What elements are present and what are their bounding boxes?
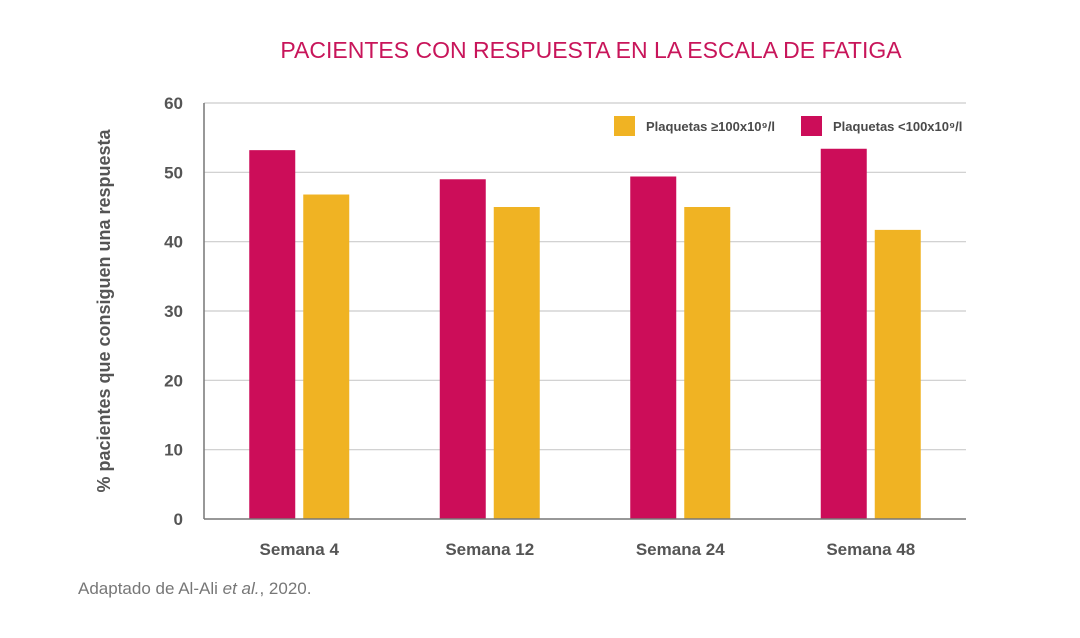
y-tick-label: 20 (164, 371, 183, 390)
bar-plaquetas-menor-100-4 (820, 148, 867, 519)
y-axis-label: % pacientes que consiguen una respuesta (94, 128, 114, 492)
bar-plaquetas-menor-100-2 (439, 179, 486, 519)
legend: Plaquetas ≥100x10⁹/l Plaquetas <100x10⁹/l (614, 116, 962, 136)
y-tick-label: 50 (164, 163, 183, 182)
y-axis-ticks: 0 10 20 30 40 50 60 (164, 94, 183, 529)
source-italic: et al. (222, 579, 260, 598)
bar-plaquetas-mayor-igual-100-1 (303, 194, 350, 519)
bar-plaquetas-menor-100-1 (249, 150, 296, 519)
bar-plaquetas-menor-100-3 (630, 176, 677, 519)
source-suffix: , 2020. (259, 579, 312, 598)
chart-title: PACIENTES CON RESPUESTA EN LA ESCALA DE … (280, 37, 902, 63)
x-axis-categories: Semana 4 Semana 12 Semana 24 Semana 48 (260, 540, 916, 559)
x-category-label: Semana 4 (260, 540, 340, 559)
x-category-label: Semana 12 (445, 540, 534, 559)
y-tick-label: 10 (164, 441, 183, 460)
legend-swatch (801, 116, 822, 136)
legend-label: Plaquetas ≥100x10⁹/l (646, 119, 775, 134)
y-tick-label: 40 (164, 233, 183, 252)
legend-swatch (614, 116, 635, 136)
x-category-label: Semana 24 (636, 540, 725, 559)
bars (249, 148, 921, 519)
y-tick-label: 0 (174, 510, 183, 529)
source-prefix: Adaptado de Al-Ali (78, 579, 223, 598)
axes (203, 103, 966, 520)
bar-plaquetas-mayor-igual-100-2 (493, 207, 540, 519)
y-tick-label: 60 (164, 94, 183, 113)
legend-label: Plaquetas <100x10⁹/l (833, 119, 962, 134)
bar-plaquetas-mayor-igual-100-4 (874, 229, 921, 519)
y-tick-label: 30 (164, 302, 183, 321)
x-category-label: Semana 48 (826, 540, 915, 559)
source-note: Adaptado de Al-Ali et al., 2020. (78, 579, 311, 599)
bar-plaquetas-mayor-igual-100-3 (684, 207, 731, 519)
